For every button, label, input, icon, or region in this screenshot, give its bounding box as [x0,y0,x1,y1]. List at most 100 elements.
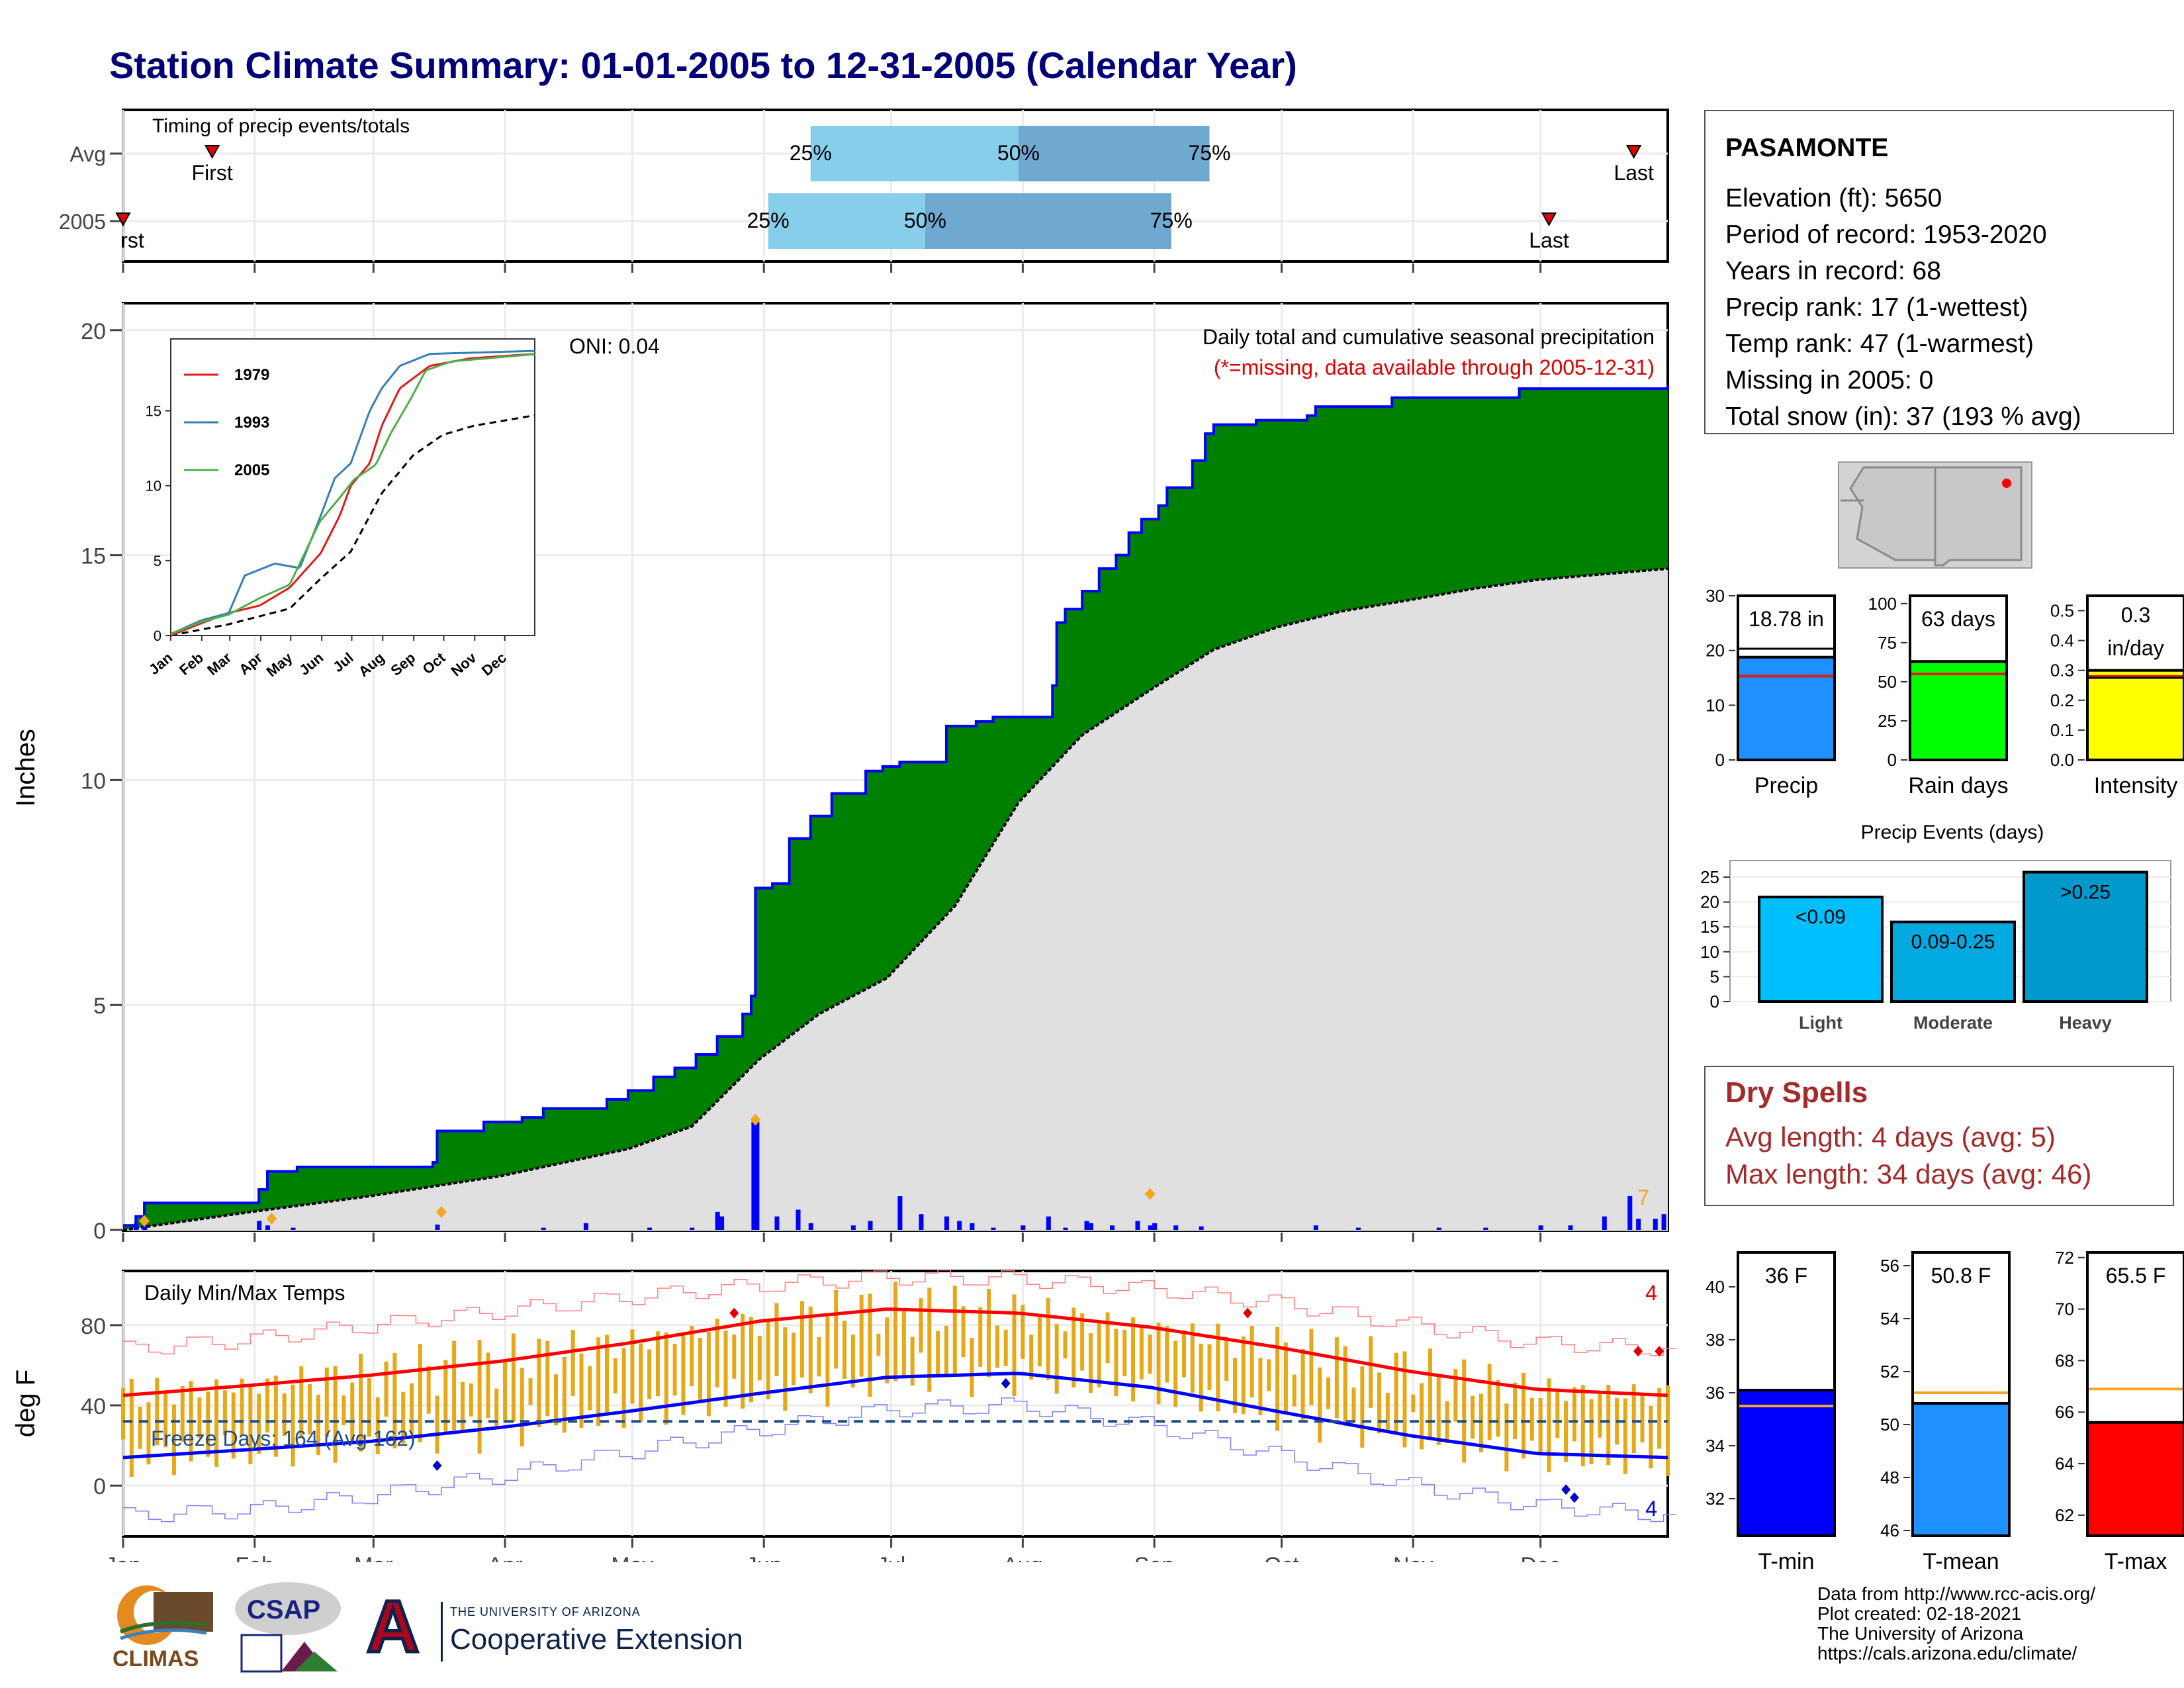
station-years: Years in record: 68 [1725,257,1941,285]
daily-temp-range-bar [1547,1378,1551,1473]
daily-temp-range-bar [1207,1344,1212,1390]
summary-ytick-label: 10 [1706,695,1725,715]
daily-precip-bar [1084,1221,1089,1230]
daily-temp-range-bar [1360,1366,1365,1448]
daily-temp-range-bar [520,1368,524,1447]
daily-temp-range-bar [927,1288,932,1392]
credit-url: https://cals.arizona.edu/climate/ [1817,1643,2077,1664]
daily-temp-range-bar [324,1367,329,1437]
daily-precip-bar [1436,1227,1441,1230]
record-low-marker [432,1460,442,1471]
record-high-marker [1633,1346,1643,1357]
summary-ytick-label: 40 [1706,1277,1725,1297]
summary-ytick-label: 0.1 [2050,720,2074,740]
daily-precip-bar [970,1223,975,1230]
daily-temp-range-bar [1631,1384,1636,1454]
daily-temp-range-bar [435,1395,439,1454]
timing-q25-q50-box [810,126,1019,181]
daily-precip-bar [1046,1216,1051,1230]
temp-summary-bars: 32 34 36 38 40 36 F T-min 46 48 50 52 54 56 50.8 F T-m… [1706,1248,2184,1574]
daily-temp-range-bar [1131,1317,1136,1401]
events-ytick-label: 0 [1710,992,1719,1011]
summary-ytick-label: 70 [2055,1299,2074,1319]
temp-xtick-label: Aug [1003,1553,1043,1562]
temp-xtick-label: Jan [105,1553,142,1562]
precip-chart-title: Daily total and cumulative seasonal prec… [1203,325,1655,349]
daily-precip-bar-max [751,1121,760,1230]
summary-ytick-label: 68 [2055,1350,2074,1370]
daily-temp-range-bar [1199,1343,1203,1412]
daily-precip-bar [808,1223,813,1230]
record-low-count: 4 [1645,1497,1657,1521]
daily-temp-range-bar [1292,1374,1297,1407]
events-ytick-label: 25 [1700,867,1719,887]
timing-last-marker [1541,212,1557,227]
timing-label: Timing of precip events/totals [152,115,410,137]
timing-last-label: Last [1529,228,1569,252]
daily-temp-range-bar [944,1325,948,1378]
timing-first-label: First [192,161,233,185]
daily-temp-range-bar [1088,1333,1093,1393]
daily-temp-range-bar [384,1361,388,1417]
summary-category-label: T-min [1758,1549,1815,1574]
daily-temp-range-bar [1369,1336,1373,1409]
daily-precip-bar [1088,1223,1093,1230]
timing-last-label: Last [1614,161,1654,185]
daily-temp-range-bar [1572,1387,1576,1442]
timing-q50-q75-box [1018,126,1210,181]
daily-temp-range-bar [868,1293,872,1397]
daily-temp-range-bar [1513,1382,1518,1440]
daily-temp-range-bar [1038,1315,1042,1367]
events-ytick-label: 20 [1700,892,1719,912]
record-low-marker [1001,1378,1011,1389]
daily-temp-range-bar [418,1344,422,1442]
daily-temp-range-bar [1496,1380,1500,1437]
daily-precip-bar [583,1223,588,1230]
daily-precip-bar [715,1211,720,1230]
summary-bar-t-mean [1911,1402,2011,1537]
record-low-marker [1569,1492,1579,1503]
daily-precip-bar [868,1221,873,1230]
daily-precip-bar [1021,1225,1026,1230]
credit-plot-created: Plot created: 02-18-2021 [1817,1603,2022,1624]
precip-ytick-label: 5 [93,994,106,1019]
daily-temp-range-bar [367,1378,371,1437]
daily-temp-range-bar [1377,1372,1381,1434]
daily-temp-range-bar [570,1330,575,1396]
ua-logo: A [365,1585,429,1669]
daily-temp-range-bar [1232,1358,1237,1413]
daily-precip-bar [1135,1221,1140,1230]
daily-temp-range-bar [723,1331,728,1407]
daily-temp-range-bar [503,1360,508,1423]
summary-bar-precip [1737,655,1836,761]
daily-temp-range-bar [257,1393,261,1454]
daily-precip-bar [142,1224,148,1230]
daily-temp-range-bar [1114,1329,1118,1396]
dry-spells-avg: Avg length: 4 days (avg: 5) [1725,1121,2056,1152]
daily-temp-range-bar [1283,1342,1288,1413]
timing-q25-q50-box [768,193,925,249]
daily-precip-bar [1313,1225,1318,1230]
daily-temp-range-bar [1640,1394,1645,1443]
inset-ytick-label: 15 [146,403,161,420]
daily-temp-range-bar [978,1307,983,1367]
daily-temp-range-bar [1012,1294,1017,1397]
daily-precip-bar [647,1227,653,1230]
daily-temp-range-bar [426,1366,431,1414]
inset-xtick-label: Mar [204,649,234,679]
record-high-marker [729,1307,739,1319]
inset-xtick-label: May [263,649,296,680]
summary-ytick-label: 54 [1880,1309,1899,1329]
daily-temp-range-bar [231,1392,236,1459]
summary-ytick-label: 34 [1706,1436,1725,1456]
daily-temp-range-bar [706,1332,711,1417]
temp-chart: 0 40 80 Daily Min/Max Temps Freeze Days: 164… [11,1269,1676,1562]
daily-temp-range-bar [1258,1358,1263,1415]
summary-ytick-label: 38 [1706,1330,1725,1350]
page-title: Station Climate Summary: 01-01-2005 to 1… [109,44,1297,86]
daily-temp-range-bar [1666,1385,1670,1476]
daily-temp-range-bar [808,1306,813,1393]
daily-temp-range-bar [1623,1398,1627,1474]
daily-temp-range-bar [1555,1388,1560,1438]
daily-temp-range-bar [604,1335,609,1416]
